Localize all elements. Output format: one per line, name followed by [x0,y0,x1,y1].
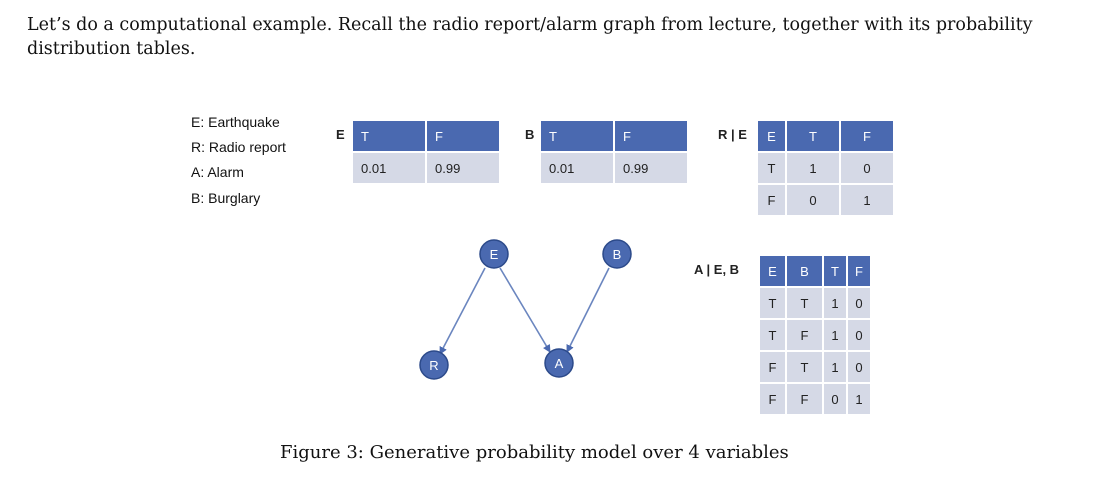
table-b-label: B [525,127,535,142]
table-aeb-cell: 1 [822,350,848,384]
table-re-cell: 1 [839,183,895,217]
node-e-label: E [490,247,499,262]
table-aeb: E B T F T T 1 0 T F 1 0 F T 1 0 F F 0 1 [758,254,872,416]
table-b-value-t: 0.01 [539,151,615,185]
node-b-label: B [613,247,622,262]
legend-alarm: A: Alarm [191,164,244,180]
table-b-header-t: T [539,119,615,153]
table-aeb-header: T [822,254,848,288]
table-aeb-cell: F [785,382,824,416]
table-re-cell: T [756,151,787,185]
table-aeb-cell: F [785,318,824,352]
table-re-cell: F [756,183,787,217]
table-e-label: E [336,127,345,142]
table-re-header: T [785,119,841,153]
table-re-cell: 1 [785,151,841,185]
table-aeb-cell: 0 [846,350,872,384]
legend-radio-report: R: Radio report [191,139,286,155]
table-e-value-f: 0.99 [425,151,501,185]
table-e-header-t: T [351,119,427,153]
node-a: A [544,348,574,378]
table-re: E T F T 1 0 F 0 1 [756,119,895,217]
edge-e-to-a [499,267,551,353]
table-re-cell: 0 [785,183,841,217]
node-a-label: A [555,356,564,371]
table-aeb-header: F [846,254,872,288]
node-b: B [602,239,632,269]
table-e-header-f: F [425,119,501,153]
table-aeb-label: A | E, B [694,262,740,277]
table-re-header: E [756,119,787,153]
table-aeb-cell: T [758,286,787,320]
table-aeb-cell: F [758,350,787,384]
table-aeb-cell: 1 [822,286,848,320]
table-aeb-cell: 0 [846,318,872,352]
table-b-header-f: F [613,119,689,153]
node-e: E [479,239,509,269]
table-aeb-cell: 0 [822,382,848,416]
table-re-cell: 0 [839,151,895,185]
node-r: R [419,350,449,380]
intro-paragraph: Let’s do a computational example. Recall… [27,15,1033,59]
table-e-value-t: 0.01 [351,151,427,185]
edge-e-to-r [439,267,486,355]
table-e: T F 0.01 0.99 [351,119,501,185]
legend-earthquake: E: Earthquake [191,114,280,130]
table-aeb-header: E [758,254,787,288]
table-aeb-cell: 0 [846,286,872,320]
table-aeb-header: B [785,254,824,288]
table-aeb-cell: T [785,286,824,320]
table-b-value-f: 0.99 [613,151,689,185]
figure-caption: Figure 3: Generative probability model o… [280,442,789,463]
legend-burglary: B: Burglary [191,190,261,206]
table-aeb-cell: T [758,318,787,352]
table-aeb-cell: T [785,350,824,384]
table-aeb-cell: 1 [846,382,872,416]
table-re-label: R | E [718,127,747,142]
table-b: T F 0.01 0.99 [539,119,689,185]
table-aeb-cell: F [758,382,787,416]
edge-b-to-a [566,267,610,353]
node-r-label: R [429,358,438,373]
table-re-header: F [839,119,895,153]
table-aeb-cell: 1 [822,318,848,352]
